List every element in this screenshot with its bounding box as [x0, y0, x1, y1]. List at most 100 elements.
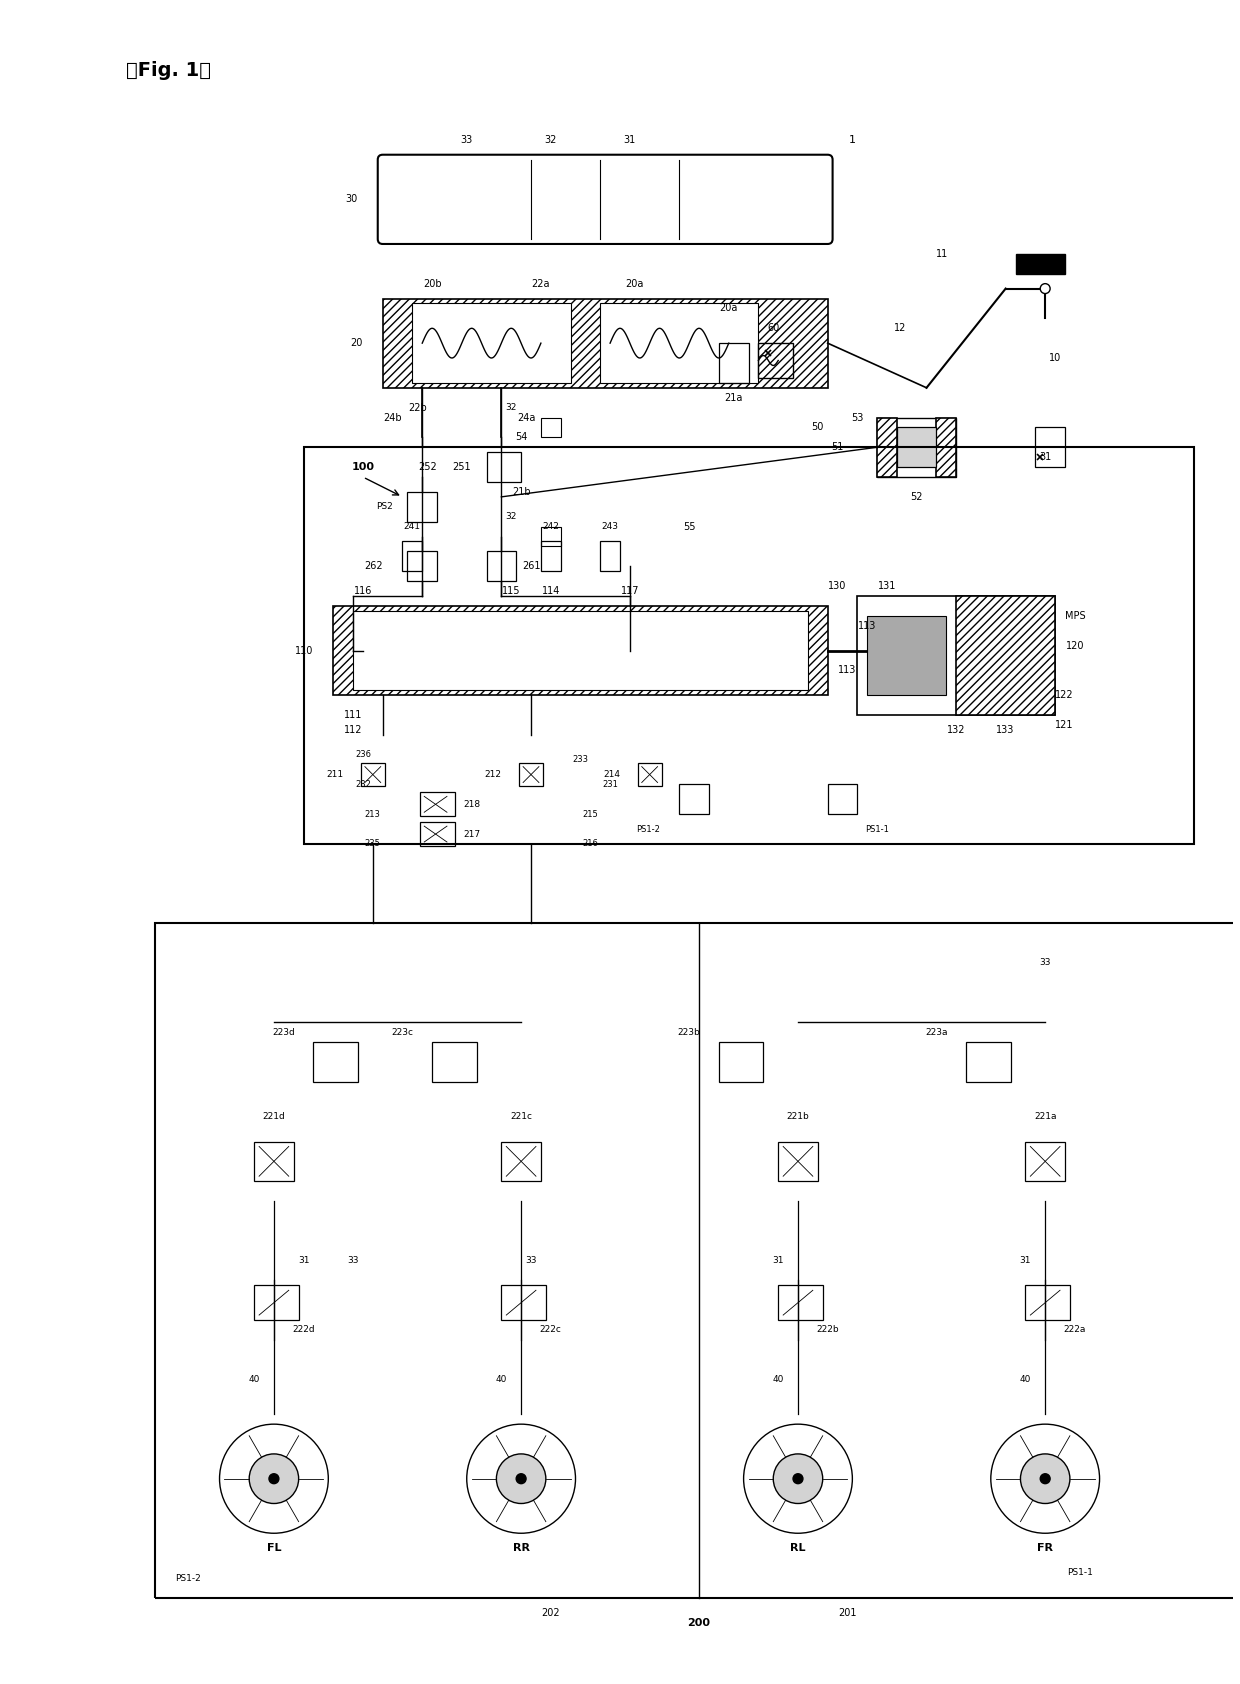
Bar — [877, 418, 897, 477]
Text: 52: 52 — [910, 492, 923, 502]
Text: 243: 243 — [601, 522, 619, 530]
Bar — [719, 1042, 764, 1083]
Bar — [254, 1285, 299, 1320]
Circle shape — [466, 1425, 575, 1532]
Text: MPS: MPS — [1064, 611, 1085, 621]
Text: 233: 233 — [573, 754, 589, 765]
Bar — [897, 428, 936, 466]
Text: 222d: 222d — [293, 1325, 315, 1334]
Text: 223c: 223c — [392, 1027, 413, 1037]
Text: 236: 236 — [355, 751, 371, 759]
Text: 33: 33 — [1039, 958, 1052, 968]
Text: 20b: 20b — [423, 278, 441, 288]
Text: 20: 20 — [351, 338, 363, 349]
Bar — [383, 298, 827, 387]
Text: 222a: 222a — [1064, 1325, 1086, 1334]
Text: 221d: 221d — [263, 1111, 285, 1122]
Text: 55: 55 — [683, 522, 696, 532]
Text: 217: 217 — [463, 830, 480, 839]
Text: 200: 200 — [688, 1618, 711, 1627]
Text: PS1-1: PS1-1 — [866, 825, 889, 834]
Bar — [936, 418, 956, 477]
Text: 30: 30 — [346, 194, 358, 204]
Text: 110: 110 — [295, 645, 314, 655]
Text: FL: FL — [267, 1543, 281, 1553]
Circle shape — [794, 1474, 804, 1484]
Text: 221c: 221c — [510, 1111, 532, 1122]
Text: 231: 231 — [603, 780, 618, 790]
Text: 21b: 21b — [512, 487, 531, 497]
Text: 251: 251 — [453, 461, 471, 472]
Text: 215: 215 — [583, 810, 598, 818]
Bar — [314, 1042, 358, 1083]
Text: 11: 11 — [936, 249, 949, 259]
Text: 130: 130 — [828, 581, 847, 591]
Text: 113: 113 — [858, 621, 877, 632]
Text: 20a: 20a — [626, 278, 644, 288]
Text: RL: RL — [790, 1543, 806, 1553]
Text: 60: 60 — [768, 323, 780, 333]
Text: 201: 201 — [838, 1608, 857, 1618]
Text: 32: 32 — [544, 135, 557, 145]
Text: 121: 121 — [1055, 721, 1074, 729]
Circle shape — [1040, 1474, 1050, 1484]
Text: PS1-1: PS1-1 — [1066, 1568, 1092, 1578]
Text: 31: 31 — [773, 1256, 784, 1265]
Text: 31: 31 — [298, 1256, 309, 1265]
Text: 232: 232 — [355, 780, 371, 790]
Bar — [637, 763, 661, 786]
Bar — [541, 542, 560, 571]
Circle shape — [219, 1425, 329, 1532]
FancyBboxPatch shape — [378, 155, 832, 244]
Circle shape — [249, 1453, 299, 1504]
Text: 22a: 22a — [532, 278, 551, 288]
Text: 33: 33 — [526, 1256, 537, 1265]
Text: 115: 115 — [502, 586, 521, 596]
Text: 213: 213 — [365, 810, 381, 818]
Text: 33: 33 — [347, 1256, 358, 1265]
Text: 10: 10 — [1049, 354, 1061, 364]
Bar — [877, 418, 956, 477]
Text: PS1-2: PS1-2 — [636, 825, 660, 834]
Text: 31: 31 — [624, 135, 636, 145]
Bar — [541, 527, 560, 546]
Text: 1: 1 — [849, 135, 856, 145]
Text: 100: 100 — [351, 461, 374, 472]
Text: 216: 216 — [583, 840, 598, 849]
Bar — [432, 1042, 476, 1083]
Text: 111: 111 — [343, 711, 362, 721]
Bar — [857, 596, 1055, 716]
Text: 133: 133 — [997, 724, 1014, 734]
Text: 21a: 21a — [724, 392, 743, 402]
Bar — [501, 1142, 541, 1180]
Bar — [680, 785, 709, 815]
Text: 202: 202 — [542, 1608, 560, 1618]
Circle shape — [496, 1453, 546, 1504]
Bar — [956, 596, 1055, 716]
Text: 【Fig. 1】: 【Fig. 1】 — [125, 61, 211, 79]
Text: 212: 212 — [485, 770, 501, 780]
Text: 114: 114 — [542, 586, 560, 596]
Text: RR: RR — [512, 1543, 529, 1553]
Text: 20a: 20a — [719, 303, 738, 313]
Text: 22b: 22b — [408, 402, 427, 413]
Circle shape — [269, 1474, 279, 1484]
Circle shape — [774, 1453, 822, 1504]
Bar — [600, 303, 759, 382]
Text: 24b: 24b — [383, 413, 402, 423]
Text: 33: 33 — [460, 135, 472, 145]
Text: 54: 54 — [515, 433, 527, 443]
Text: 116: 116 — [353, 586, 372, 596]
Text: 31: 31 — [1019, 1256, 1032, 1265]
Bar — [779, 1142, 817, 1180]
Text: 132: 132 — [947, 724, 966, 734]
Circle shape — [1021, 1453, 1070, 1504]
Bar — [486, 453, 521, 482]
Bar — [779, 1285, 822, 1320]
Text: 32: 32 — [506, 402, 517, 413]
Text: 221b: 221b — [786, 1111, 810, 1122]
Text: 51: 51 — [831, 443, 843, 453]
Text: 241: 241 — [404, 522, 420, 530]
Text: 117: 117 — [621, 586, 639, 596]
Text: 222b: 222b — [816, 1325, 839, 1334]
